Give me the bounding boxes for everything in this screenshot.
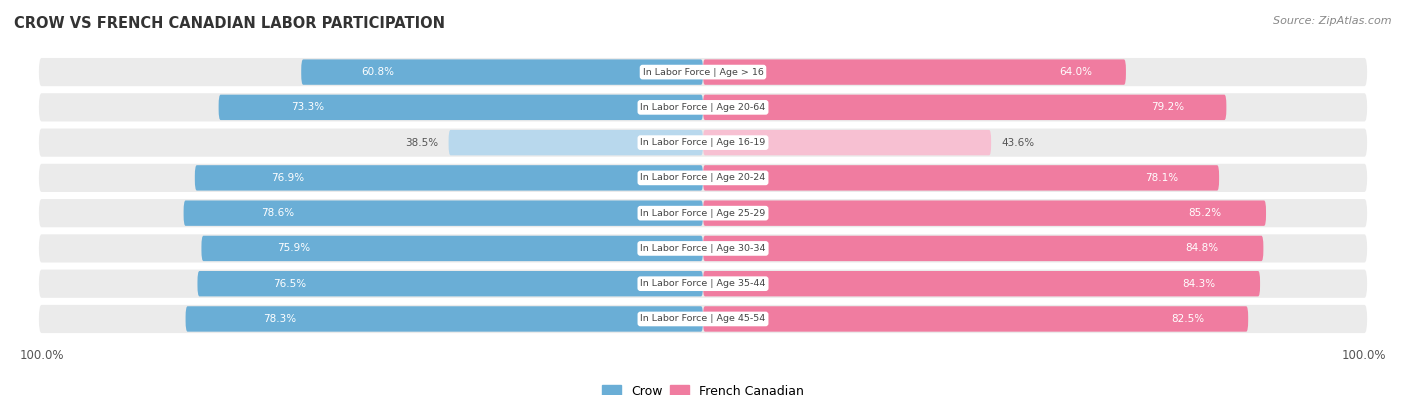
FancyBboxPatch shape [703, 236, 1264, 261]
Text: 84.8%: 84.8% [1185, 243, 1219, 254]
FancyBboxPatch shape [218, 95, 703, 120]
Text: 85.2%: 85.2% [1188, 208, 1220, 218]
Text: In Labor Force | Age 30-34: In Labor Force | Age 30-34 [640, 244, 766, 253]
Text: In Labor Force | Age > 16: In Labor Force | Age > 16 [643, 68, 763, 77]
Text: 43.6%: 43.6% [1001, 137, 1035, 148]
Text: CROW VS FRENCH CANADIAN LABOR PARTICIPATION: CROW VS FRENCH CANADIAN LABOR PARTICIPAT… [14, 16, 446, 31]
Text: 78.6%: 78.6% [262, 208, 295, 218]
FancyBboxPatch shape [449, 130, 703, 155]
FancyBboxPatch shape [39, 199, 1367, 227]
Text: 75.9%: 75.9% [277, 243, 309, 254]
FancyBboxPatch shape [184, 201, 703, 226]
Text: In Labor Force | Age 20-64: In Labor Force | Age 20-64 [640, 103, 766, 112]
FancyBboxPatch shape [39, 305, 1367, 333]
FancyBboxPatch shape [703, 306, 1249, 332]
Text: Source: ZipAtlas.com: Source: ZipAtlas.com [1274, 16, 1392, 26]
Text: 82.5%: 82.5% [1171, 314, 1205, 324]
Text: 38.5%: 38.5% [405, 137, 439, 148]
FancyBboxPatch shape [39, 128, 1367, 157]
FancyBboxPatch shape [195, 165, 703, 191]
Text: In Labor Force | Age 20-24: In Labor Force | Age 20-24 [640, 173, 766, 182]
Text: In Labor Force | Age 35-44: In Labor Force | Age 35-44 [640, 279, 766, 288]
FancyBboxPatch shape [703, 201, 1265, 226]
FancyBboxPatch shape [703, 130, 991, 155]
FancyBboxPatch shape [186, 306, 703, 332]
FancyBboxPatch shape [39, 164, 1367, 192]
Text: 64.0%: 64.0% [1059, 67, 1092, 77]
Text: 60.8%: 60.8% [361, 67, 395, 77]
FancyBboxPatch shape [201, 236, 703, 261]
Legend: Crow, French Canadian: Crow, French Canadian [598, 380, 808, 395]
Text: 79.2%: 79.2% [1152, 102, 1184, 112]
Text: In Labor Force | Age 16-19: In Labor Force | Age 16-19 [640, 138, 766, 147]
FancyBboxPatch shape [703, 95, 1226, 120]
FancyBboxPatch shape [39, 234, 1367, 263]
Text: 78.3%: 78.3% [263, 314, 297, 324]
FancyBboxPatch shape [703, 165, 1219, 191]
Text: 78.1%: 78.1% [1144, 173, 1178, 183]
Text: 76.5%: 76.5% [273, 279, 307, 289]
FancyBboxPatch shape [301, 59, 703, 85]
Text: 73.3%: 73.3% [291, 102, 325, 112]
FancyBboxPatch shape [39, 58, 1367, 86]
FancyBboxPatch shape [703, 59, 1126, 85]
FancyBboxPatch shape [703, 271, 1260, 296]
FancyBboxPatch shape [39, 269, 1367, 298]
FancyBboxPatch shape [39, 93, 1367, 122]
Text: 76.9%: 76.9% [271, 173, 304, 183]
Text: 84.3%: 84.3% [1182, 279, 1216, 289]
Text: In Labor Force | Age 25-29: In Labor Force | Age 25-29 [640, 209, 766, 218]
FancyBboxPatch shape [197, 271, 703, 296]
Text: In Labor Force | Age 45-54: In Labor Force | Age 45-54 [640, 314, 766, 324]
